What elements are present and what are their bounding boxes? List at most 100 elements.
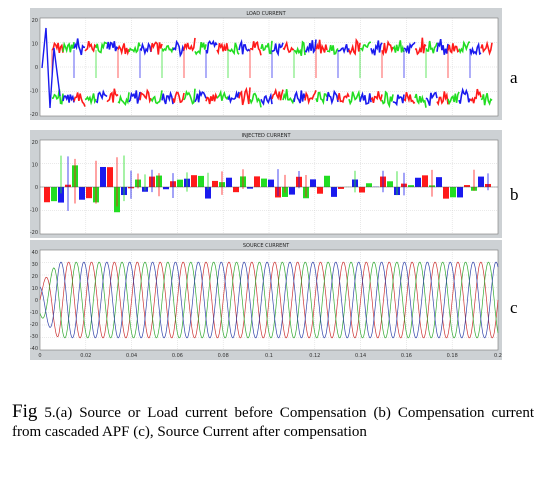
x-tick-label: 0 [38,353,41,359]
y-tick-label: -30 [30,334,38,340]
scope-panel-a: LOAD CURRENT 20 10 0 -10 -20 [30,8,502,120]
x-tick-label: 0.12 [309,353,320,359]
load-current-trace [447,43,460,54]
load-current-trace [282,89,295,105]
injected-current-block [408,185,414,187]
load-current-trace [425,91,438,106]
injected-current-block [247,187,253,189]
x-tick-label: 0.04 [126,353,137,359]
injected-current-block [331,187,337,197]
load-current-trace [227,42,240,56]
load-current-trace [293,90,306,104]
load-current-trace [359,91,372,105]
load-current-trace [469,88,482,104]
y-tick-label: -10 [30,208,38,214]
load-current-trace [436,38,449,55]
load-current-trace [205,92,218,105]
injected-current-block [233,187,239,193]
x-tick-label: 0.16 [401,353,412,359]
load-current-trace [436,91,449,107]
load-current-trace [458,87,471,104]
scope-panel-c: SOURCE CURRENT 40 30 20 10 0 -10 -20 -30 -40 0 0.… [30,240,502,360]
injected-current-block [198,175,204,187]
load-current-trace [337,91,350,104]
load-current-trace [172,91,185,104]
injected-current-block [212,180,218,187]
load-current-trace [73,38,86,56]
injected-current-block [191,175,197,187]
load-current-trace [62,41,75,54]
injected-current-block [366,183,372,187]
injected-current-block [457,187,463,198]
load-current-trace [183,37,196,52]
load-current-trace [282,40,295,54]
load-current-trace [216,89,229,101]
injected-current-block [254,176,260,187]
load-current-trace [392,94,405,107]
y-tick-label: 10 [32,286,38,292]
load-current-trace [315,39,328,54]
subfigure-label-b: b [510,185,519,204]
load-current-trace [414,93,427,108]
injected-current-block [359,187,365,193]
load-current-trace [326,44,339,55]
load-current-trace [348,89,361,106]
scope-plot-a: LOAD CURRENT 20 10 0 -10 -20 [30,11,499,118]
injected-current-block [44,187,50,203]
load-current-trace [359,41,372,52]
injected-current-block [261,178,267,187]
y-tick-label: 20 [32,18,38,24]
caption-fig-label: Fig [12,401,38,422]
load-current-trace [84,40,97,53]
y-tick-label: 20 [32,274,38,280]
injected-current-block [177,179,183,187]
load-current-trace [458,40,471,55]
x-tick-label: 0.14 [355,353,366,359]
load-current-trace [117,92,130,106]
x-tick-label: 0.18 [447,353,458,359]
injected-current-block [268,179,274,187]
load-current-trace [106,41,119,52]
injected-current-block [443,187,449,199]
transient-trace [41,27,61,109]
load-current-trace [304,90,317,106]
source-current-wave [39,261,499,339]
load-current-trace [150,90,163,105]
source-current-wave [39,261,499,339]
load-current-trace [370,91,383,104]
x-tick-label: 0.06 [172,353,183,359]
load-current-trace [480,93,493,106]
load-current-trace [216,42,229,56]
load-current-trace [260,40,273,55]
injected-current-block [450,187,456,198]
load-current-trace [469,41,482,57]
injected-current-block [226,177,232,187]
y-tick-label: -40 [30,346,38,352]
injected-current-block [100,166,106,187]
x-tick-label: 0.2 [494,353,502,359]
load-current-trace [161,44,174,54]
y-tick-label: 10 [32,163,38,169]
y-tick-label: -10 [30,89,38,95]
injected-current-block [205,187,211,199]
load-current-trace [128,42,141,54]
load-current-trace [381,39,394,57]
y-tick-label: -20 [30,230,38,236]
subfigure-label-a: a [510,68,518,87]
injected-current-block [324,175,330,187]
injected-current-block [422,175,428,187]
load-current-trace [84,93,97,106]
load-current-trace [73,92,86,107]
injected-current-block [415,177,421,187]
load-current-trace [238,38,251,55]
panel-title: LOAD CURRENT [246,11,286,17]
load-current-trace [51,41,64,54]
load-current-trace [62,94,75,103]
load-current-trace [194,89,207,103]
load-current-trace [414,37,427,56]
x-tick-label: 0.08 [218,353,229,359]
load-current-trace [403,92,416,104]
injected-current-block [289,187,295,195]
x-tick-label: 0.02 [80,353,91,359]
load-current-trace [293,40,306,56]
